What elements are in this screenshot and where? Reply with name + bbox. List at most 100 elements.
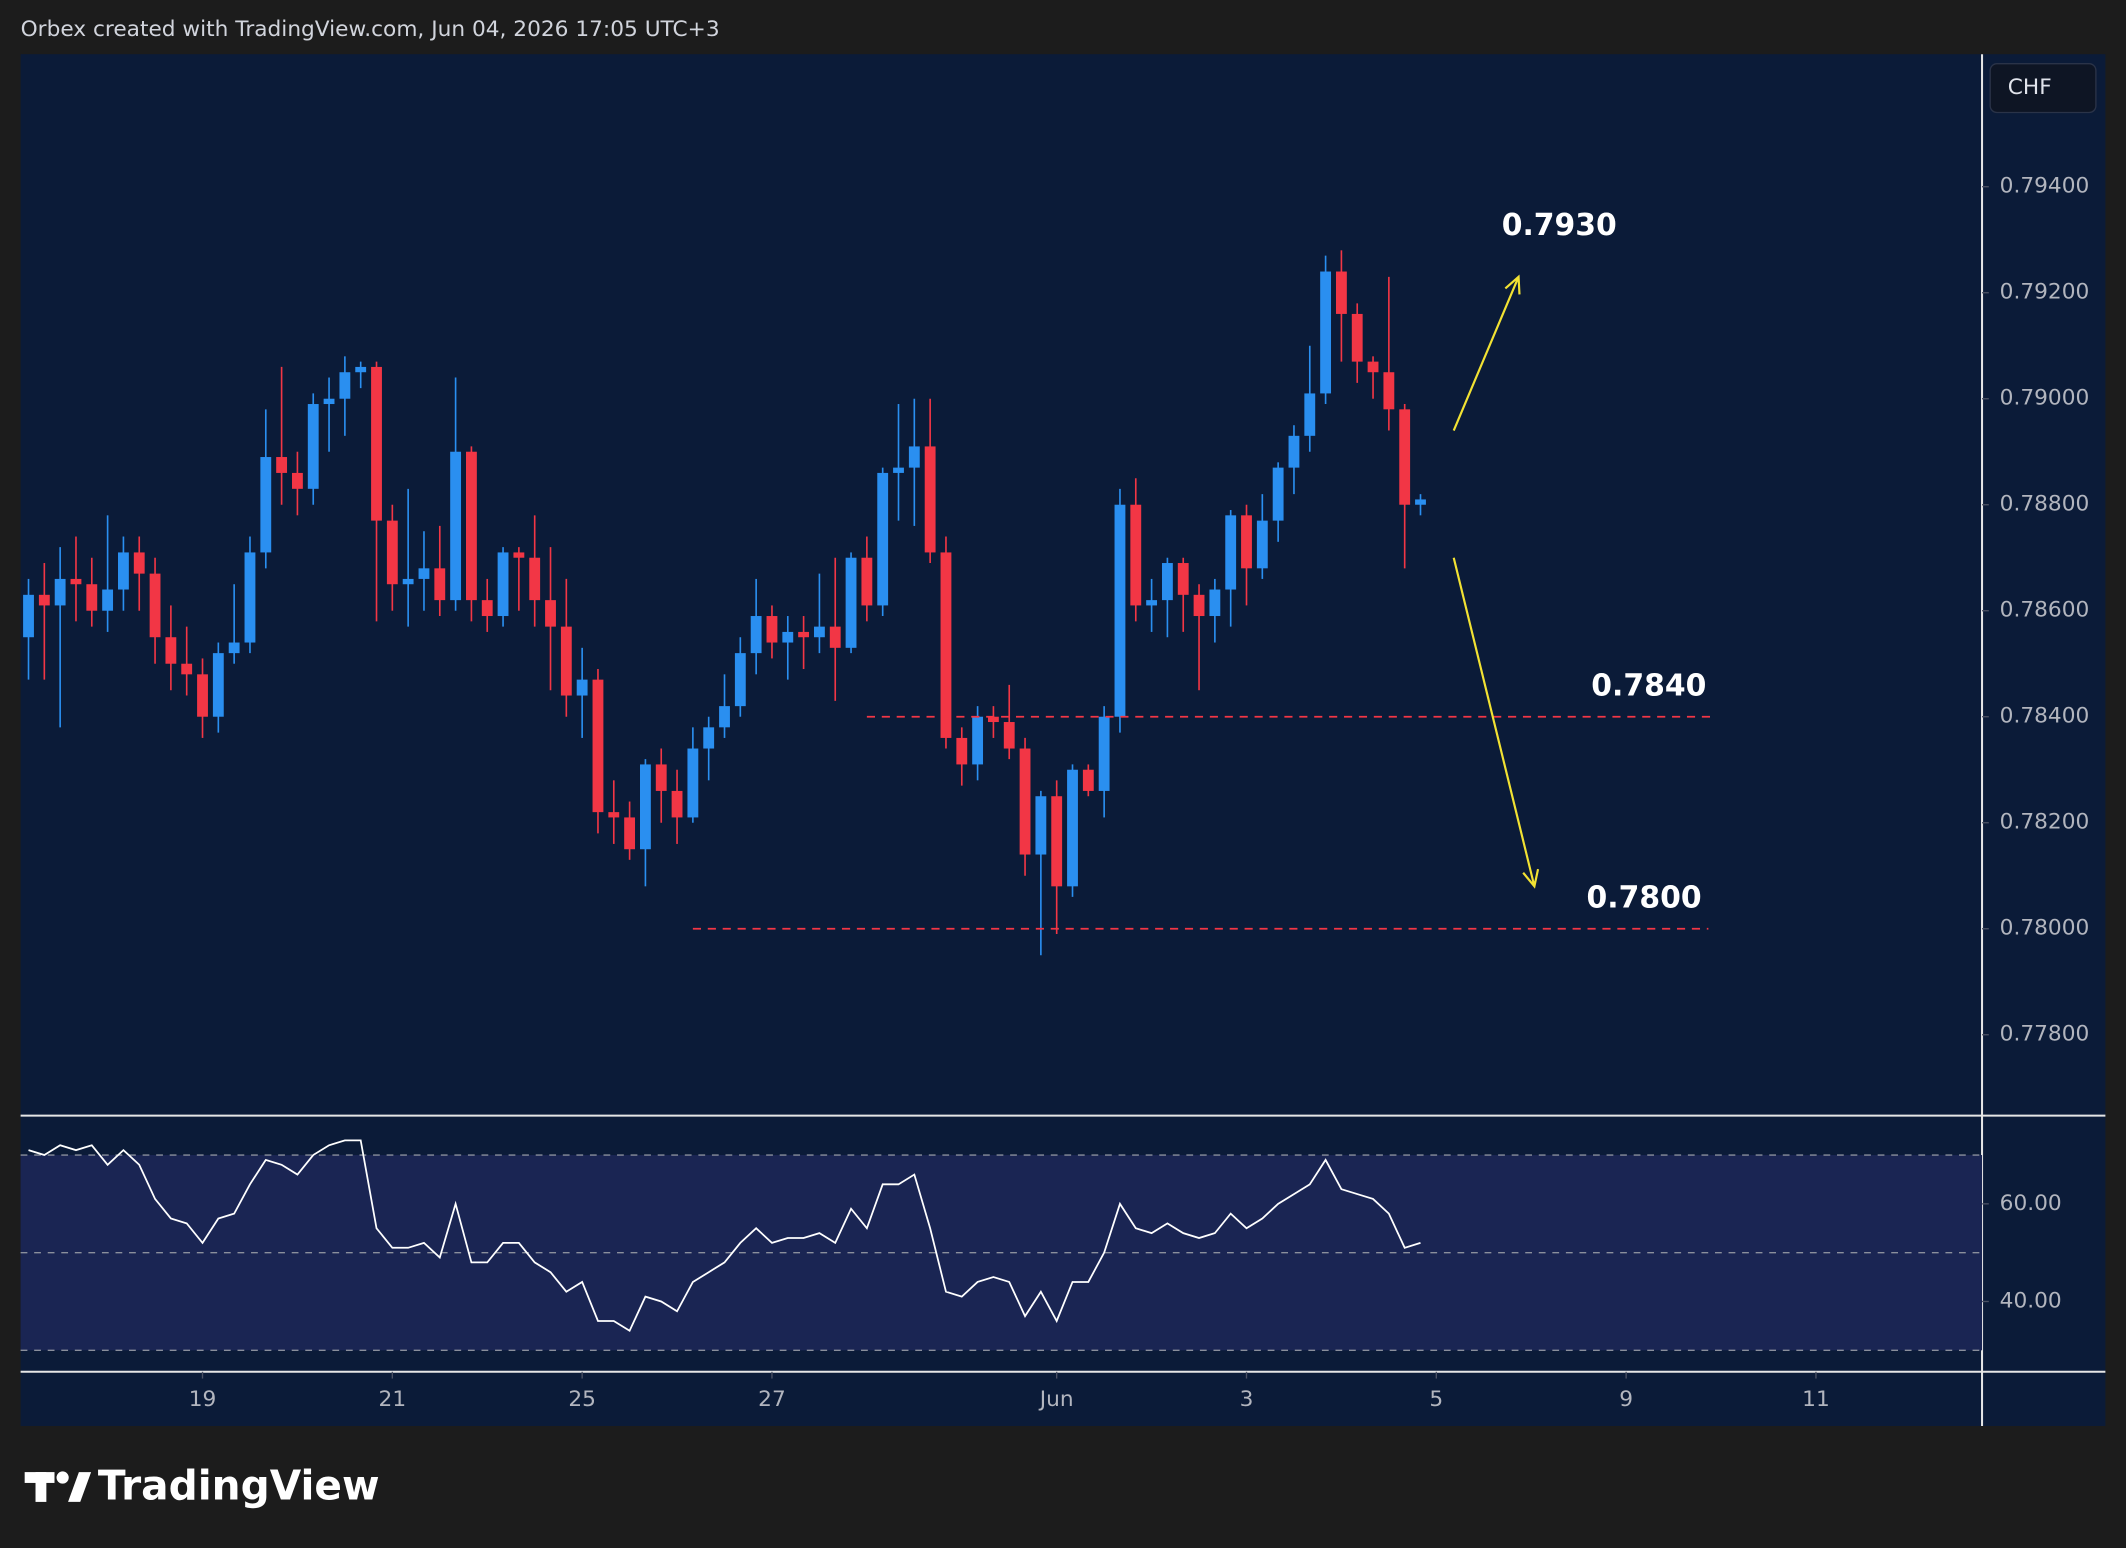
- logo-icon: [24, 1471, 92, 1502]
- candle-body: [671, 790, 683, 818]
- x-tick-label: 5: [1429, 1387, 1443, 1412]
- y-tick-label: 0.78600: [2000, 598, 2090, 623]
- candle-body: [402, 578, 414, 585]
- candle-body: [212, 653, 224, 717]
- arrow-label: 0.7930: [1502, 208, 1617, 243]
- candle-body: [1288, 435, 1300, 468]
- x-tick-label: 19: [189, 1387, 217, 1412]
- candle-body: [908, 446, 920, 468]
- candle-body: [38, 594, 50, 606]
- y-tick-label: 0.77800: [2000, 1022, 2090, 1047]
- candle-body: [719, 706, 730, 728]
- candle-body: [893, 467, 904, 473]
- y-tick-label: 0.78200: [2000, 810, 2090, 835]
- candle-body: [639, 764, 651, 850]
- candle-body: [450, 451, 462, 601]
- candle-body: [1146, 600, 1158, 606]
- candle-body: [1383, 372, 1395, 410]
- candle-body: [1114, 504, 1126, 717]
- candle-body: [1225, 515, 1237, 590]
- candle-body: [54, 578, 66, 606]
- y-tick-label: 0.79200: [2000, 280, 2090, 305]
- candle-body: [244, 552, 256, 643]
- candle-body: [766, 616, 778, 643]
- candle-body: [1335, 271, 1347, 314]
- candle-body: [529, 557, 541, 601]
- candle-body: [102, 589, 114, 611]
- x-tick-label: 11: [1802, 1387, 1830, 1412]
- candle-body: [133, 552, 145, 574]
- candle-body: [197, 674, 208, 717]
- candle-body: [371, 366, 382, 521]
- candle-body: [845, 557, 857, 648]
- x-tick-label: 27: [758, 1387, 786, 1412]
- candle-body: [1320, 271, 1332, 394]
- candle-body: [1019, 748, 1031, 855]
- x-tick-label: 3: [1240, 1387, 1254, 1412]
- arrow: [1452, 274, 1521, 431]
- candle-body: [307, 404, 319, 489]
- candle-body: [465, 451, 477, 601]
- candle-body: [687, 748, 699, 818]
- candle-body: [560, 626, 572, 696]
- candle-body: [782, 631, 794, 643]
- rsi-line: [28, 1139, 1421, 1333]
- candle-body: [1367, 361, 1379, 373]
- candle-body: [1272, 467, 1284, 521]
- candle-body: [386, 520, 398, 585]
- candle-body: [1130, 504, 1142, 606]
- candle-body: [1399, 409, 1411, 505]
- y-tick-label: 0.78400: [2000, 704, 2090, 729]
- candle-body: [1351, 313, 1363, 362]
- candle-body: [545, 600, 556, 627]
- candle-body: [1241, 515, 1252, 569]
- candle-body: [1415, 499, 1426, 505]
- candle-body: [624, 817, 636, 850]
- candle-body: [1177, 563, 1189, 595]
- candle-body: [86, 584, 98, 611]
- currency-badge[interactable]: [1989, 63, 2097, 114]
- candle-body: [734, 653, 746, 707]
- y-tick-label: 0.78800: [2000, 492, 2090, 517]
- candle-body: [339, 372, 351, 399]
- candle-body: [576, 679, 588, 696]
- candle-body: [972, 716, 984, 765]
- candle-body: [1035, 796, 1047, 855]
- y-tick-label: 0.78000: [2000, 916, 2090, 941]
- candle-body: [70, 578, 82, 585]
- candle-body: [513, 552, 525, 558]
- candle-body: [1209, 589, 1221, 617]
- candle-body: [813, 626, 825, 638]
- y-tick-label: 40.00: [2000, 1288, 2062, 1313]
- candle-body: [149, 573, 161, 638]
- candle-body: [1082, 769, 1094, 791]
- candle-body: [608, 812, 620, 818]
- y-tick-label: 0.79000: [2000, 386, 2090, 411]
- candle-body: [481, 600, 493, 617]
- candle-body: [1161, 563, 1173, 601]
- candle-body: [23, 594, 34, 638]
- candle-body: [1098, 716, 1110, 791]
- candle-body: [1193, 594, 1205, 617]
- x-tick-label: 25: [568, 1387, 596, 1412]
- x-tick-label: 9: [1619, 1387, 1633, 1412]
- candle-body: [750, 616, 762, 654]
- candle-body: [1051, 796, 1063, 887]
- candle-body: [940, 552, 952, 738]
- arrow: [1452, 557, 1540, 889]
- candle-body: [956, 737, 968, 765]
- candle-body: [118, 552, 129, 590]
- x-tick-label: Jun: [1038, 1387, 1074, 1412]
- candle-body: [798, 631, 810, 638]
- header-text: Orbex created with TradingView.com, Jun …: [21, 17, 720, 42]
- candle-body: [228, 642, 240, 654]
- candle-body: [987, 716, 999, 723]
- candle-body: [1003, 722, 1015, 749]
- price-level-label: 0.7840: [1591, 668, 1706, 703]
- candle-body: [434, 568, 446, 601]
- candle-body: [1067, 769, 1078, 887]
- candle-body: [165, 637, 177, 664]
- candle-body: [1256, 520, 1268, 569]
- candle-body: [1304, 393, 1316, 436]
- currency-label: CHF: [2008, 75, 2052, 100]
